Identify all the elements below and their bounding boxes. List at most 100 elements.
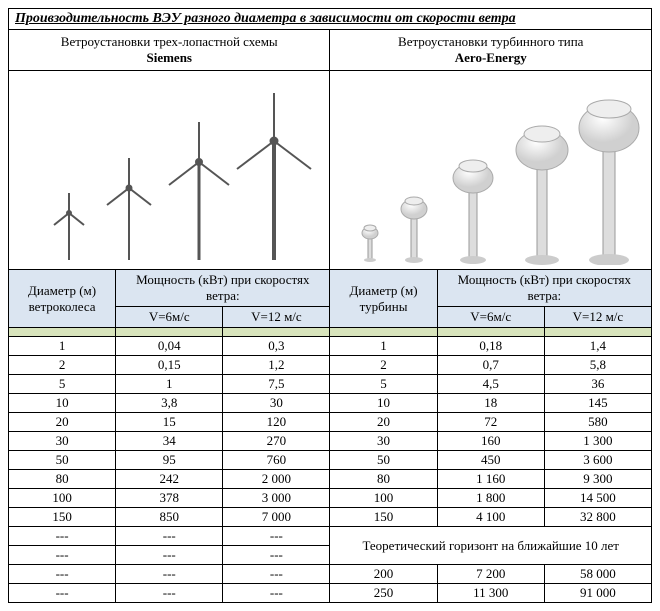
data-cell: 3 600: [544, 451, 651, 470]
data-cell: 95: [116, 451, 223, 470]
data-cell: 15: [116, 413, 223, 432]
data-cell: 36: [544, 375, 651, 394]
green-separator-1: [9, 328, 652, 337]
data-cell: 270: [223, 432, 330, 451]
col-diameter-right: Диаметр (м) турбины: [330, 270, 437, 328]
horizon-label: Теоретический горизонт на ближайшие 10 л…: [330, 527, 652, 565]
data-cell: 7 000: [223, 508, 330, 527]
data-cell: 450: [437, 451, 544, 470]
data-cell: 14 500: [544, 489, 651, 508]
dash-cell: ---: [116, 527, 223, 546]
data-cell: ---: [116, 584, 223, 603]
data-cell: 0,15: [116, 356, 223, 375]
data-cell: 100: [9, 489, 116, 508]
dash-cell: ---: [116, 546, 223, 565]
left-subheader-text: Ветроустановки трех-лопастной схемы: [61, 34, 278, 49]
table-row: 5095760504503 600: [9, 451, 652, 470]
table-row: ---------2007 20058 000: [9, 565, 652, 584]
image-row: [9, 71, 652, 270]
data-cell: 7,5: [223, 375, 330, 394]
table-row: 802422 000801 1609 300: [9, 470, 652, 489]
data-cell: 0,3: [223, 337, 330, 356]
data-cell: 72: [437, 413, 544, 432]
data-cell: 58 000: [544, 565, 651, 584]
data-cell: 0,18: [437, 337, 544, 356]
col-diameter-left: Диаметр (м) ветроколеса: [9, 270, 116, 328]
data-cell: 760: [223, 451, 330, 470]
data-cell: 120: [223, 413, 330, 432]
data-cell: 10: [9, 394, 116, 413]
data-cell: 1: [9, 337, 116, 356]
col-v6-left: V=6м/с: [116, 307, 223, 328]
data-cell: ---: [9, 565, 116, 584]
data-cell: ---: [9, 584, 116, 603]
data-cell: 4 100: [437, 508, 544, 527]
aero-svg: [341, 85, 641, 265]
data-cell: 34: [116, 432, 223, 451]
table-row: 10,040,310,181,4: [9, 337, 652, 356]
data-cell: 3,8: [116, 394, 223, 413]
data-cell: 0,04: [116, 337, 223, 356]
table-row: 103,8301018145: [9, 394, 652, 413]
data-cell: 3 000: [223, 489, 330, 508]
siemens-turbines-image: [9, 71, 330, 270]
table-row: ---------25011 30091 000: [9, 584, 652, 603]
data-cell: ---: [116, 565, 223, 584]
table-row: 20,151,220,75,8: [9, 356, 652, 375]
dash-cell: ---: [223, 527, 330, 546]
left-subheader: Ветроустановки трех-лопастной схемы Siem…: [9, 30, 330, 71]
data-cell: 1,4: [544, 337, 651, 356]
data-cell: 50: [9, 451, 116, 470]
col-power-left: Мощность (кВт) при скоростях ветра:: [116, 270, 330, 307]
aero-energy-turbines-image: [330, 71, 652, 270]
data-cell: 242: [116, 470, 223, 489]
table-title: Проивзодительность ВЭУ разного диаметра …: [9, 9, 652, 30]
right-brand: Aero-Energy: [332, 50, 649, 66]
table-row: 517,554,536: [9, 375, 652, 394]
data-cell: 0,7: [437, 356, 544, 375]
dash-cell: ---: [9, 527, 116, 546]
col-power-right: Мощность (кВт) при скоростях ветра:: [437, 270, 651, 307]
data-cell: 30: [223, 394, 330, 413]
data-cell: 150: [9, 508, 116, 527]
data-cell: 11 300: [437, 584, 544, 603]
subheader-row: Ветроустановки трех-лопастной схемы Siem…: [9, 30, 652, 71]
table-row: 3034270301601 300: [9, 432, 652, 451]
data-cell: 1: [330, 337, 437, 356]
data-cell: 20: [9, 413, 116, 432]
data-cell: 145: [544, 394, 651, 413]
data-cell: ---: [223, 565, 330, 584]
data-cell: 250: [330, 584, 437, 603]
data-cell: 160: [437, 432, 544, 451]
title-row: Проивзодительность ВЭУ разного диаметра …: [9, 9, 652, 30]
data-cell: 5: [330, 375, 437, 394]
data-cell: 50: [330, 451, 437, 470]
wind-turbine-table: Проивзодительность ВЭУ разного диаметра …: [8, 8, 652, 603]
data-cell: 1 300: [544, 432, 651, 451]
data-cell: 150: [330, 508, 437, 527]
data-cell: 5: [9, 375, 116, 394]
data-cell: 4,5: [437, 375, 544, 394]
data-cell: 80: [9, 470, 116, 489]
data-cell: 580: [544, 413, 651, 432]
data-cell: 10: [330, 394, 437, 413]
table-row: 1508507 0001504 10032 800: [9, 508, 652, 527]
data-cell: 1 800: [437, 489, 544, 508]
table-row: 1003783 0001001 80014 500: [9, 489, 652, 508]
data-cell: 1,2: [223, 356, 330, 375]
data-cell: 850: [116, 508, 223, 527]
data-cell: ---: [223, 584, 330, 603]
data-cell: 91 000: [544, 584, 651, 603]
data-cell: 5,8: [544, 356, 651, 375]
data-cell: 200: [330, 565, 437, 584]
siemens-svg: [19, 85, 319, 265]
data-cell: 32 800: [544, 508, 651, 527]
data-cell: 7 200: [437, 565, 544, 584]
horizon-row: --- --- --- Теоретический горизонт на бл…: [9, 527, 652, 546]
data-cell: 9 300: [544, 470, 651, 489]
data-cell: 1 160: [437, 470, 544, 489]
col-v12-right: V=12 м/с: [544, 307, 651, 328]
data-cell: 2: [9, 356, 116, 375]
data-cell: 1: [116, 375, 223, 394]
col-v12-left: V=12 м/с: [223, 307, 330, 328]
